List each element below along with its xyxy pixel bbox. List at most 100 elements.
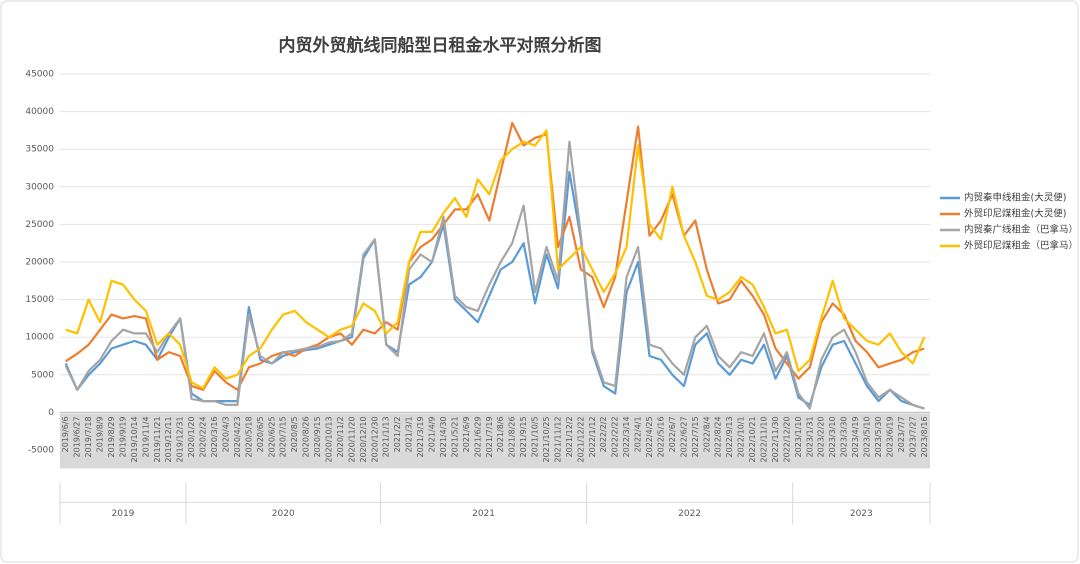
year-label: 2022 [678, 509, 701, 519]
x-tick-label: 2022/4/1 [634, 416, 643, 452]
x-tick-label: 2023/6/19 [885, 416, 894, 457]
y-tick-label: 20000 [25, 258, 54, 268]
legend-label: 内贸秦广线租金（巴拿马） [964, 224, 1078, 236]
x-tick-label: 2021/8/26 [508, 416, 517, 457]
y-tick-label: 30000 [25, 182, 54, 192]
x-tick-label: 2021/4/30 [439, 416, 448, 457]
x-tick-label: 2022/10/1 [737, 416, 746, 457]
x-tick-label: 2022/11/30 [771, 416, 780, 462]
x-tick-label: 2021/10/5 [531, 416, 540, 457]
year-label: 2021 [472, 509, 495, 519]
x-tick-label: 2019/12/31 [176, 416, 185, 462]
x-tick-label: 2022/7/15 [691, 416, 700, 457]
x-tick-label: 2023/2/20 [817, 416, 826, 457]
x-tick-label: 2020/6/25 [267, 416, 276, 457]
y-tick-label: 0 [48, 408, 54, 418]
x-tick-label: 2023/5/30 [874, 416, 883, 457]
x-tick-label: 2021/10/25 [542, 416, 551, 462]
x-tick-label: 2020/3/16 [210, 416, 219, 457]
x-label-band [60, 413, 930, 469]
x-tick-label: 2023/7/27 [908, 416, 917, 457]
x-tick-label: 2023/3/30 [840, 416, 849, 457]
x-tick-label: 2021/1/13 [382, 416, 391, 457]
x-tick-label: 2023/1/31 [805, 416, 814, 457]
x-tick-label: 2023/1/10 [794, 416, 803, 457]
x-tick-label: 2022/6/27 [679, 416, 688, 457]
x-tick-label: 2019/12/11 [164, 416, 173, 462]
x-tick-label: 2021/5/21 [450, 416, 459, 457]
x-tick-label: 2019/8/29 [107, 416, 116, 457]
y-tick-label: -5000 [28, 446, 54, 456]
x-tick-label: 2020/11/20 [347, 416, 356, 462]
x-tick-label: 2022/5/16 [656, 416, 665, 457]
x-tick-label: 2019/7/18 [84, 416, 93, 457]
x-tick-label: 2021/3/1 [405, 416, 414, 452]
x-tick-label: 2020/9/15 [313, 416, 322, 457]
y-tick-label: 40000 [25, 107, 54, 117]
y-tick-label: 25000 [25, 220, 54, 230]
x-tick-label: 2020/10/13 [325, 416, 334, 462]
x-tick-label: 2020/4/23 [233, 416, 242, 457]
x-tick-label: 2023/5/10 [863, 416, 872, 457]
legend-label: 内贸秦申线租金(大灵便) [964, 192, 1066, 204]
x-tick-label: 2021/4/9 [428, 416, 437, 452]
x-tick-label: 2020/1/20 [187, 416, 196, 457]
x-tick-label: 2019/11/4 [141, 416, 150, 457]
legend-label: 外贸印尼煤租金（巴拿马） [964, 240, 1078, 252]
x-tick-label: 2020/11/2 [336, 416, 345, 457]
x-tick-label: 2019/10/14 [130, 416, 139, 462]
x-tick-label: 2022/1/12 [588, 416, 597, 457]
x-tick-label: 2021/12/2 [565, 416, 574, 457]
x-tick-label: 2019/6/27 [73, 416, 82, 457]
x-tick-label: 2022/2/22 [611, 416, 620, 457]
x-tick-label: 2020/8/26 [302, 416, 311, 457]
y-tick-label: 45000 [25, 70, 54, 80]
x-tick-label: 2021/6/29 [473, 416, 482, 457]
x-tick-label: 2020/8/5 [290, 416, 299, 452]
year-label: 2020 [272, 509, 295, 519]
x-tick-label: 2021/6/9 [462, 416, 471, 452]
y-tick-label: 15000 [25, 295, 54, 305]
x-tick-label: 2021/9/15 [519, 416, 528, 457]
x-tick-label: 2020/6/5 [256, 416, 265, 452]
x-tick-label: 2021/7/19 [485, 416, 494, 457]
y-tick-label: 5000 [31, 370, 54, 380]
x-tick-label: 2022/6/7 [668, 416, 677, 452]
x-tick-label: 2022/10/21 [748, 416, 757, 462]
x-tick-label: 2020/4/3 [221, 416, 230, 452]
x-tick-label: 2021/3/19 [416, 416, 425, 457]
x-tick-label: 2021/2/2 [393, 416, 402, 452]
x-tick-label: 2020/12/10 [359, 416, 368, 462]
legend-label: 外贸印尼煤租金(大灵便) [964, 208, 1066, 220]
x-tick-label: 2023/7/7 [897, 416, 906, 452]
x-tick-label: 2022/9/13 [725, 416, 734, 457]
x-tick-label: 2020/5/18 [244, 416, 253, 457]
series-line [65, 129, 926, 390]
x-tick-label: 2022/8/4 [702, 416, 711, 452]
x-tick-label: 2022/11/10 [760, 416, 769, 462]
x-tick-label: 2022/8/24 [714, 416, 723, 457]
x-tick-label: 2022/12/20 [782, 416, 791, 462]
x-tick-label: 2022/3/14 [622, 416, 631, 457]
x-tick-label: 2023/4/19 [851, 416, 860, 457]
x-tick-label: 2021/8/6 [496, 416, 505, 452]
x-tick-label: 2020/2/24 [199, 416, 208, 457]
chart-title: 内贸外贸航线同船型日租金水平对照分析图 [279, 35, 602, 56]
x-tick-label: 2019/11/21 [153, 416, 162, 462]
y-tick-label: 10000 [25, 333, 54, 343]
x-tick-label: 2019/8/9 [96, 416, 105, 452]
x-tick-label: 2021/12/22 [576, 416, 585, 462]
series-line [64, 140, 925, 410]
x-tick-label: 2022/4/25 [645, 416, 654, 457]
x-tick-label: 2023/8/16 [920, 416, 929, 457]
x-tick-label: 2019/9/19 [118, 416, 127, 457]
year-label: 2023 [850, 509, 873, 519]
y-tick-label: 35000 [25, 145, 54, 155]
series-line [65, 121, 925, 391]
x-tick-label: 2020/7/15 [279, 416, 288, 457]
x-tick-label: 2020/12/30 [370, 416, 379, 462]
x-tick-label: 2022/2/2 [599, 416, 608, 452]
x-tick-label: 2019/6/6 [61, 416, 70, 452]
